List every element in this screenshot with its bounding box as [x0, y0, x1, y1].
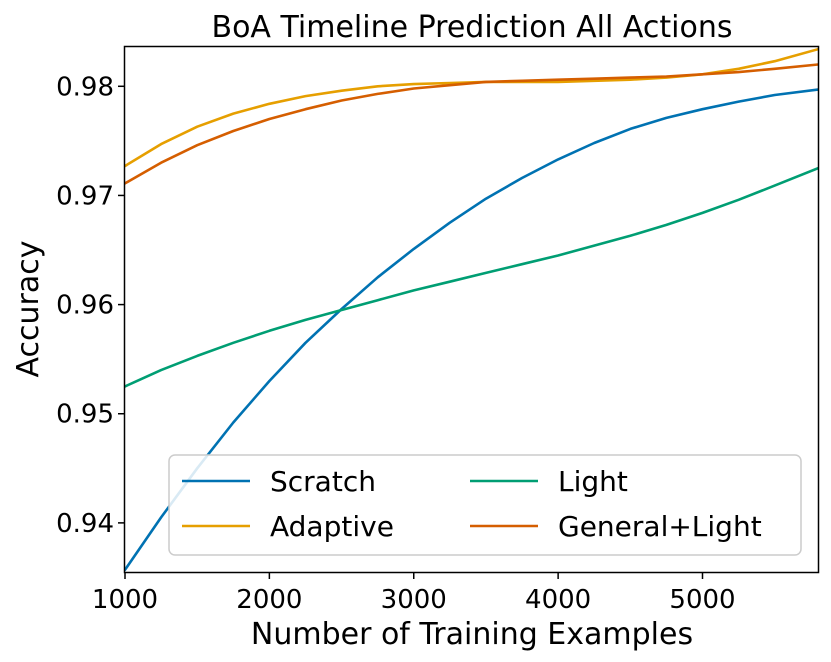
x-axis-ticks: 1000 2000 3000 4000 5000 [92, 572, 736, 615]
plot-area [123, 45, 820, 574]
y-tick-label: 0.95 [56, 400, 114, 430]
series-line-scratch [125, 88, 818, 572]
x-tick-label: 5000 [669, 585, 735, 615]
legend-items: Scratch Adaptive Light General+Light [182, 465, 762, 543]
series-layer [125, 47, 818, 572]
series-line-general-light [125, 63, 818, 185]
x-axis-label: Number of Training Examples [251, 617, 693, 652]
plot-frame [123, 45, 820, 574]
legend-label-adaptive: Adaptive [270, 510, 394, 543]
legend-label-light: Light [558, 465, 628, 498]
legend-label-scratch: Scratch [270, 465, 376, 498]
y-tick-label: 0.96 [56, 291, 114, 321]
chart-title: BoA Timeline Prediction All Actions [212, 10, 733, 45]
x-tick-label: 2000 [236, 585, 302, 615]
y-tick-label: 0.97 [56, 181, 114, 211]
x-tick-label: 1000 [92, 585, 158, 615]
legend-label-general-light: General+Light [558, 510, 762, 543]
legend-box [168, 454, 802, 556]
y-tick-label: 0.98 [56, 72, 114, 102]
x-tick-label: 4000 [525, 585, 591, 615]
series-line-light [125, 166, 818, 388]
legend: Scratch Adaptive Light General+Light [168, 454, 802, 556]
y-axis-ticks: 0.94 0.95 0.96 0.97 0.98 [56, 72, 125, 539]
y-tick-label: 0.94 [56, 509, 114, 539]
x-tick-label: 3000 [381, 585, 447, 615]
y-axis-label: Accuracy [11, 241, 46, 378]
